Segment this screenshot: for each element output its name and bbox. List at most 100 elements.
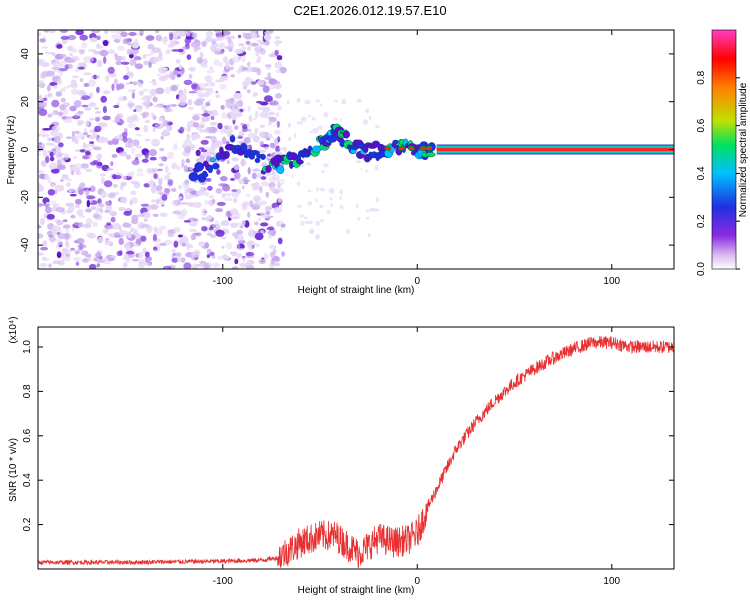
noise-blob bbox=[259, 48, 266, 55]
noise-blob bbox=[276, 120, 280, 128]
noise-blob bbox=[186, 33, 191, 36]
noise-blob bbox=[185, 158, 190, 163]
noise-blob bbox=[89, 56, 94, 62]
noise-blob bbox=[196, 98, 206, 102]
noise-blob bbox=[208, 81, 216, 87]
noise-blob bbox=[171, 49, 180, 52]
noise-blob bbox=[96, 35, 101, 41]
noise-blob bbox=[46, 70, 55, 77]
noise-blob bbox=[164, 165, 169, 173]
noise-blob bbox=[192, 219, 199, 222]
noise-blob bbox=[138, 83, 143, 88]
noise-blob bbox=[93, 129, 100, 133]
noise-blob bbox=[195, 190, 205, 196]
noise-blob bbox=[259, 200, 267, 206]
noise-blob bbox=[300, 164, 305, 167]
y-tick-label: 20 bbox=[20, 96, 31, 108]
noise-blob bbox=[41, 46, 49, 49]
noise-blob bbox=[355, 160, 362, 164]
noise-blob bbox=[213, 58, 219, 66]
spectrogram-image bbox=[38, 30, 674, 269]
noise-blob bbox=[207, 233, 212, 236]
noise-blob bbox=[60, 179, 64, 182]
noise-blob bbox=[81, 41, 88, 49]
noise-blob bbox=[217, 122, 223, 130]
noise-blob bbox=[51, 99, 60, 108]
noise-blob bbox=[144, 138, 151, 142]
ridge-peak bbox=[398, 145, 406, 151]
noise-blob bbox=[95, 206, 100, 214]
noise-blob bbox=[85, 168, 93, 173]
ridge-blob bbox=[201, 170, 208, 178]
noise-blob bbox=[219, 50, 224, 55]
noise-blob bbox=[205, 126, 214, 134]
noise-blob bbox=[187, 202, 195, 207]
noise-blob bbox=[276, 55, 283, 61]
noise-blob bbox=[203, 263, 210, 269]
noise-blob bbox=[357, 217, 361, 221]
noise-blob bbox=[307, 220, 313, 225]
noise-blob bbox=[148, 61, 152, 68]
noise-blob bbox=[135, 133, 143, 137]
noise-blob bbox=[242, 256, 246, 262]
noise-blob bbox=[189, 229, 198, 232]
noise-blob bbox=[120, 181, 127, 187]
colorbar-tick-label: 0.6 bbox=[696, 118, 707, 132]
noise-blob bbox=[263, 95, 273, 103]
noise-blob bbox=[237, 99, 244, 108]
noise-blob bbox=[254, 232, 264, 241]
noise-blob bbox=[38, 184, 44, 192]
noise-blob bbox=[245, 194, 252, 197]
noise-blob bbox=[46, 213, 55, 220]
colorbar-tick-label: 0.8 bbox=[696, 70, 707, 84]
noise-blob bbox=[247, 129, 252, 132]
noise-blob bbox=[152, 213, 159, 217]
noise-blob bbox=[133, 109, 137, 112]
noise-blob bbox=[167, 179, 174, 186]
noise-blob bbox=[264, 40, 270, 46]
noise-blob bbox=[152, 57, 159, 63]
noise-blob bbox=[89, 117, 95, 121]
noise-blob bbox=[374, 164, 379, 171]
noise-blob bbox=[107, 66, 115, 74]
noise-blob bbox=[40, 160, 47, 167]
noise-blob bbox=[103, 90, 111, 95]
noise-blob bbox=[132, 89, 136, 93]
noise-blob bbox=[239, 225, 244, 229]
noise-blob bbox=[69, 193, 77, 197]
noise-blob bbox=[41, 102, 48, 108]
snr-panel: -100 0 100 0.2 0.4 0.6 0.8 1.0 (x10⁴) Height of… bbox=[8, 316, 675, 596]
noise-blob bbox=[224, 46, 233, 50]
noise-blob bbox=[330, 203, 334, 207]
noise-blob bbox=[151, 168, 158, 173]
noise-blob bbox=[307, 201, 313, 206]
noise-blob bbox=[143, 95, 153, 99]
noise-blob bbox=[217, 255, 224, 260]
noise-blob bbox=[210, 147, 216, 153]
noise-blob bbox=[156, 177, 164, 181]
noise-blob bbox=[287, 100, 290, 105]
noise-blob bbox=[176, 83, 180, 88]
noise-blob bbox=[220, 105, 225, 110]
noise-blob bbox=[201, 104, 207, 112]
noise-blob bbox=[183, 139, 192, 147]
noise-blob bbox=[38, 233, 44, 239]
ridge-blob bbox=[240, 142, 248, 153]
noise-blob bbox=[78, 188, 84, 196]
noise-blob bbox=[171, 257, 179, 263]
noise-blob bbox=[104, 209, 111, 213]
noise-blob bbox=[192, 263, 198, 269]
noise-blob bbox=[356, 203, 359, 209]
noise-blob bbox=[201, 40, 207, 48]
noise-blob bbox=[191, 252, 200, 258]
noise-blob bbox=[221, 193, 226, 199]
noise-blob bbox=[251, 81, 257, 85]
noise-blob bbox=[57, 164, 66, 171]
noise-blob bbox=[47, 84, 51, 92]
noise-blob bbox=[100, 45, 104, 49]
noise-blob bbox=[177, 257, 182, 263]
noise-blob bbox=[162, 120, 170, 127]
noise-blob bbox=[247, 211, 251, 218]
noise-blob bbox=[373, 208, 380, 212]
noise-blob bbox=[200, 149, 208, 153]
